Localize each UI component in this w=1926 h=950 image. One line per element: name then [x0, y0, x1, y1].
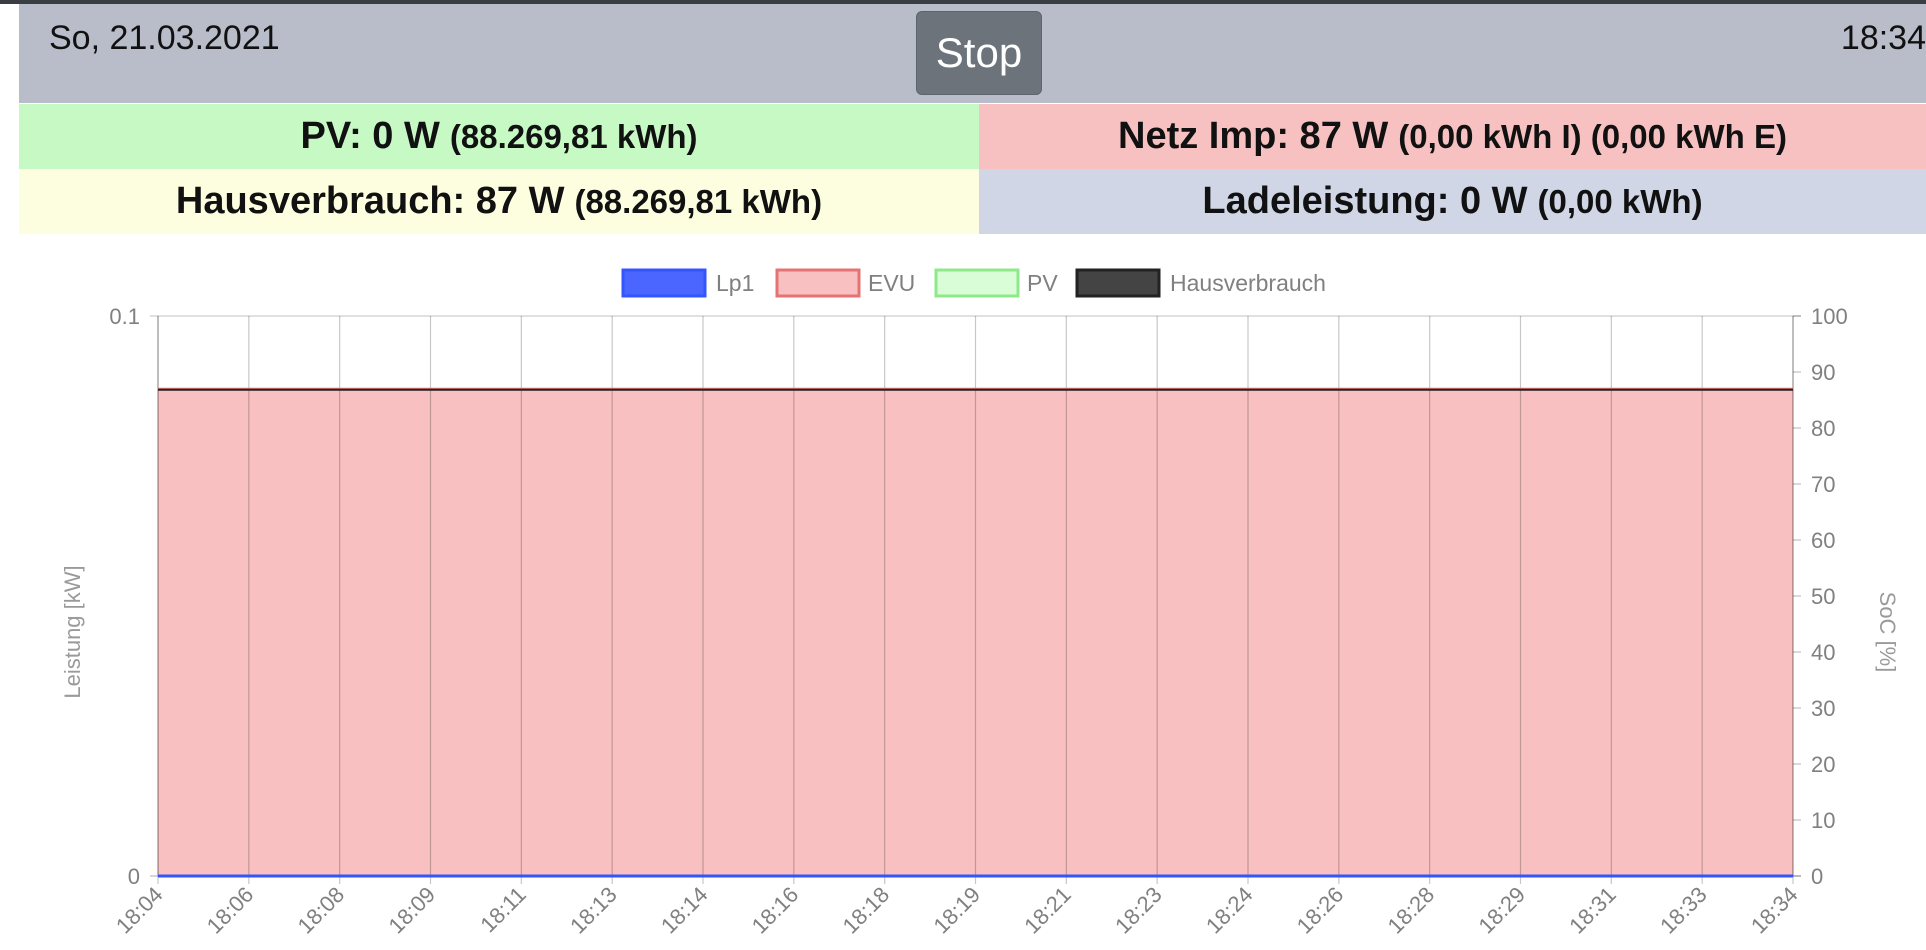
- y2-tick-label: 50: [1811, 584, 1835, 609]
- legend-label-pv: PV: [1027, 270, 1058, 296]
- legend-swatch-hausverbrauch: [1075, 268, 1161, 298]
- x-tick-label: 18:16: [747, 882, 804, 939]
- x-tick-label: 18:11: [475, 882, 530, 937]
- legend-swatch-pv: [934, 268, 1020, 298]
- x-tick-label: 18:08: [293, 882, 350, 939]
- y2-tick-label: 70: [1811, 472, 1835, 497]
- x-tick-label: 18:09: [383, 882, 440, 939]
- x-tick-label: 18:24: [1201, 882, 1258, 939]
- netz-tile: Netz Imp: 87 W (0,00 kWh I) (0,00 kWh E): [979, 104, 1926, 169]
- legend-swatch-evu: [775, 268, 861, 298]
- x-tick-label: 18:18: [838, 882, 895, 939]
- x-tick-label: 18:14: [656, 882, 713, 939]
- y2-tick-label: 90: [1811, 360, 1835, 385]
- ladeleistung-power: Ladeleistung: 0 W: [1202, 180, 1528, 222]
- ladeleistung-energy: (0,00 kWh): [1537, 182, 1703, 220]
- y2-tick-label: 30: [1811, 696, 1835, 721]
- pv-tile: PV: 0 W (88.269,81 kWh): [19, 104, 979, 169]
- x-tick-label: 18:31: [1564, 882, 1621, 939]
- x-tick-label: 18:28: [1383, 882, 1440, 939]
- y2-tick-label: 40: [1811, 640, 1835, 665]
- y2-tick-label: 100: [1811, 304, 1848, 329]
- netz-power: Netz Imp: 87 W: [1118, 115, 1389, 157]
- hausverbrauch-energy: (88.269,81 kWh): [574, 182, 823, 220]
- hausverbrauch-power: Hausverbrauch: 87 W: [175, 180, 565, 222]
- x-tick-label: 18:34: [1746, 882, 1803, 939]
- pv-energy: (88.269,81 kWh): [449, 117, 698, 155]
- power-chart: 0 0.1 0 10 20 30 40 50 60 70 80 90 100 18:04 18:06 18:0…: [60, 268, 1900, 939]
- window-top-border: [0, 0, 1926, 4]
- x-tick-label: 18:33: [1655, 882, 1712, 939]
- pv-power: PV: 0 W: [300, 115, 440, 157]
- x-tick-label: 18:26: [1292, 882, 1349, 939]
- x-tick-label: 18:13: [565, 882, 622, 939]
- y2-tick-label: 80: [1811, 416, 1835, 441]
- stop-button[interactable]: Stop: [916, 11, 1042, 95]
- header-date: So, 21.03.2021: [49, 19, 280, 57]
- x-tick-label: 18:29: [1473, 882, 1530, 939]
- header-bar: So, 21.03.2021 Stop 18:34: [19, 4, 1926, 103]
- y2-axis-title: SoC [%]: [1875, 592, 1900, 673]
- ladeleistung-tile: Ladeleistung: 0 W (0,00 kWh): [979, 169, 1926, 234]
- y-tick-label: 0.1: [109, 304, 140, 329]
- y2-tick-label: 10: [1811, 808, 1835, 833]
- netz-energy: (0,00 kWh I) (0,00 kWh E): [1398, 117, 1787, 155]
- legend-swatch-lp1: [621, 268, 707, 298]
- x-tick-label: 18:21: [1019, 882, 1076, 939]
- y-axis-title: Leistung [kW]: [60, 565, 85, 698]
- x-tick-label: 18:06: [202, 882, 259, 939]
- x-tick-label: 18:19: [928, 882, 985, 939]
- y2-tick-label: 20: [1811, 752, 1835, 777]
- legend-label-hausverbrauch: Hausverbrauch: [1170, 270, 1326, 296]
- x-tick-label: 18:04: [111, 882, 168, 939]
- header-time: 18:34: [1840, 19, 1926, 57]
- y-tick-label: 0: [128, 864, 140, 889]
- hausverbrauch-tile: Hausverbrauch: 87 W (88.269,81 kWh): [19, 169, 979, 234]
- y2-tick-label: 60: [1811, 528, 1835, 553]
- legend-label-evu: EVU: [868, 270, 915, 296]
- x-tick-label: 18:23: [1110, 882, 1167, 939]
- y2-tick-label: 0: [1811, 864, 1823, 889]
- legend-label-lp1: Lp1: [716, 270, 754, 296]
- series-area-evu: [158, 388, 1793, 876]
